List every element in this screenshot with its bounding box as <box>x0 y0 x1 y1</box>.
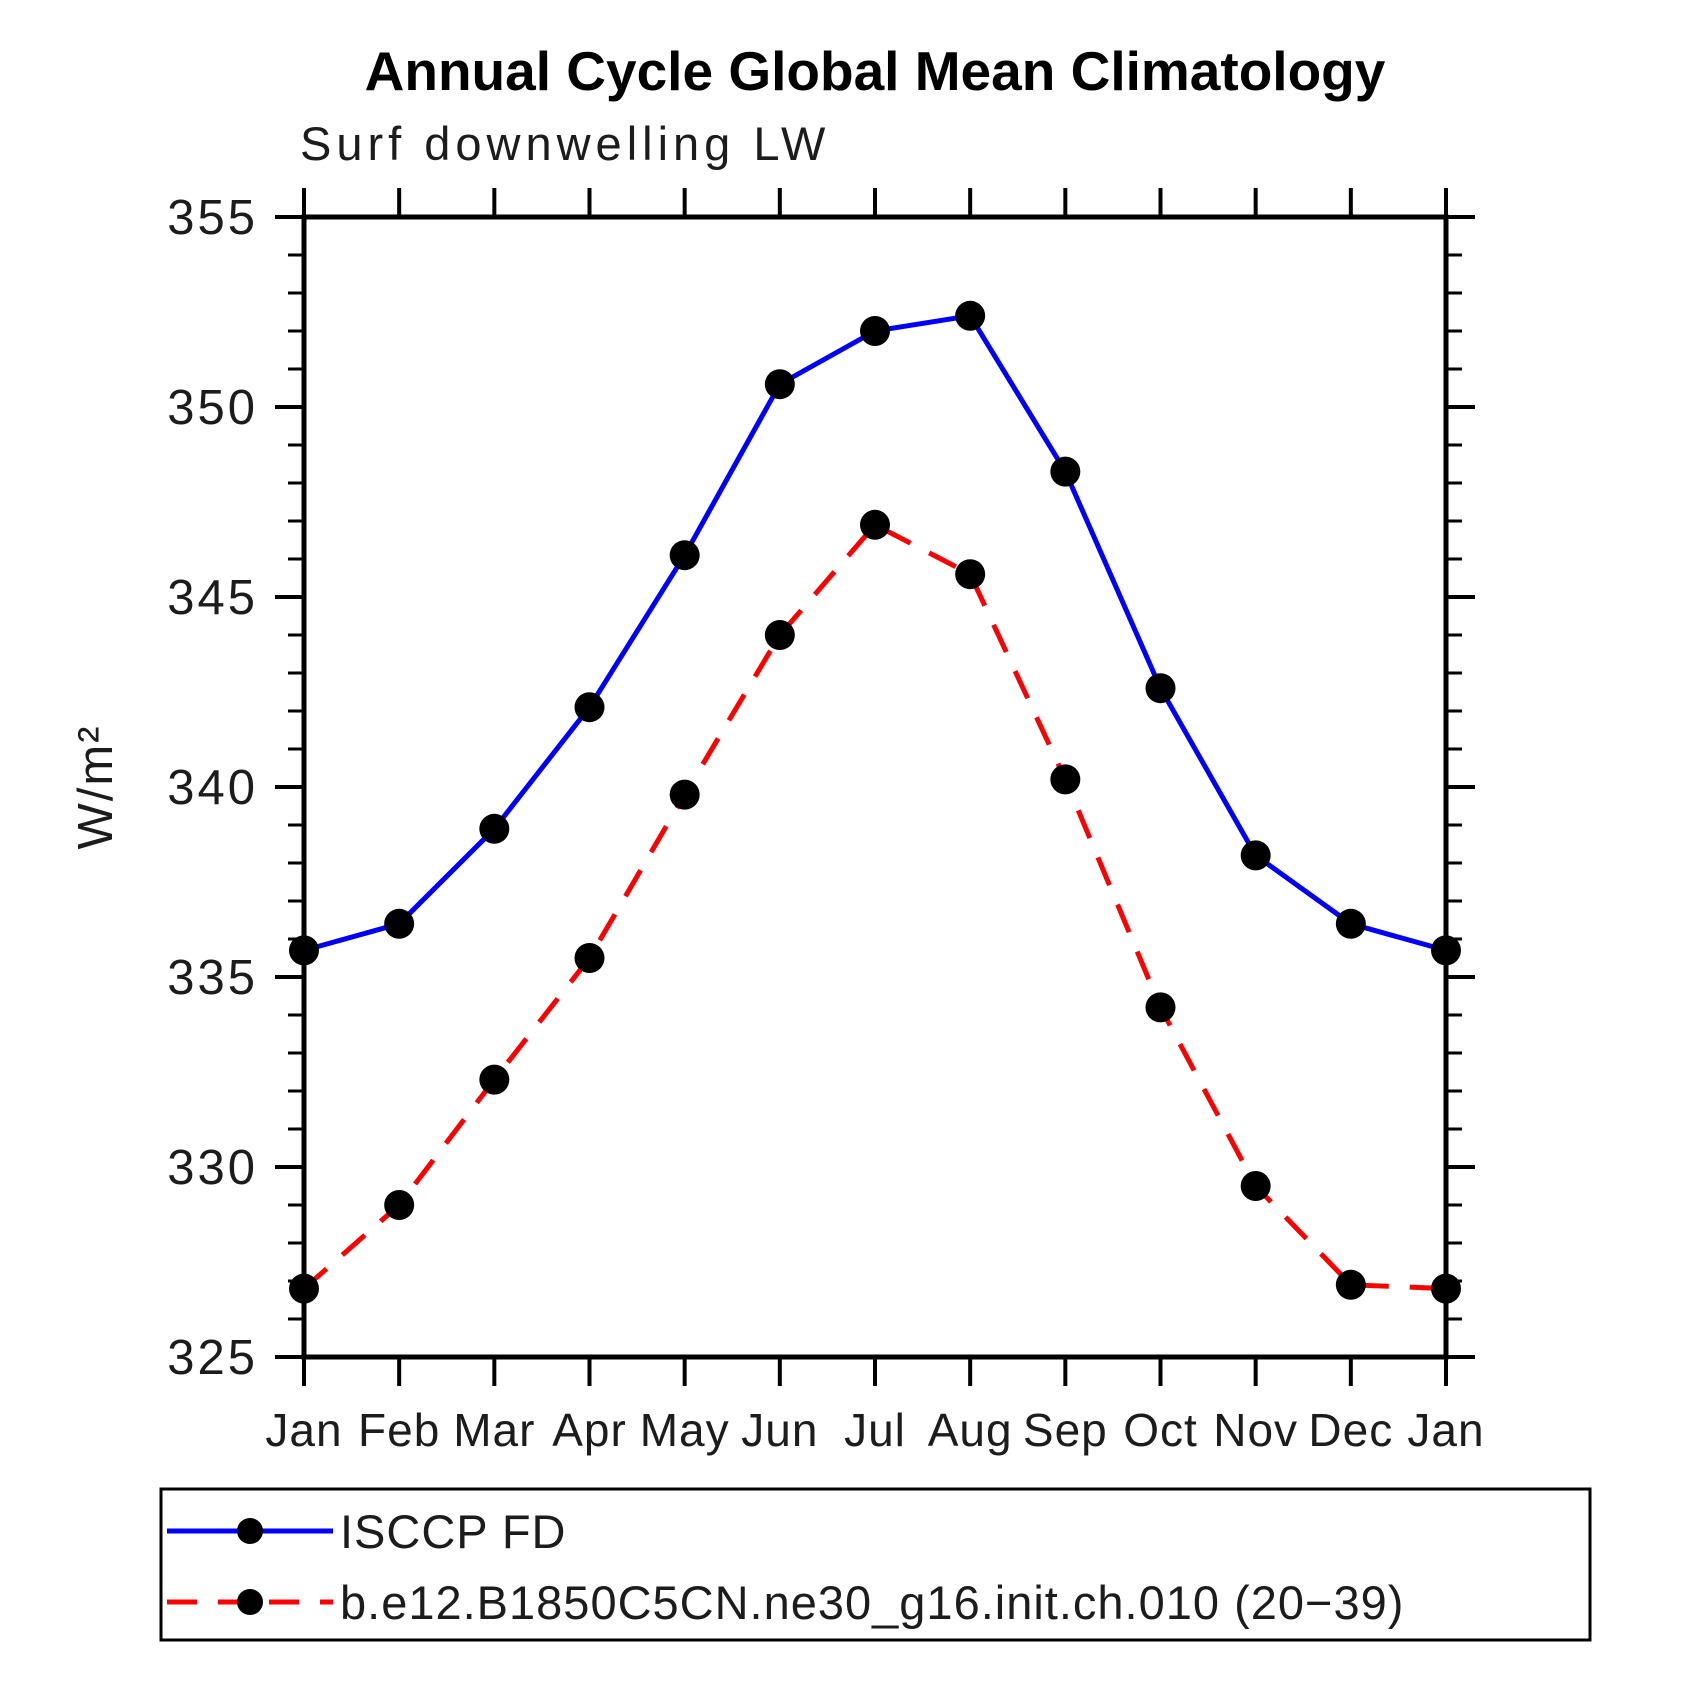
data-point-series-0 <box>669 540 700 571</box>
data-point-series-1 <box>1050 764 1081 795</box>
x-tick-label: Feb <box>358 1404 440 1456</box>
x-tick-label: Oct <box>1123 1404 1198 1456</box>
data-point-series-1 <box>384 1190 415 1220</box>
y-tick-label: 345 <box>167 571 258 625</box>
chart-title: Annual Cycle Global Mean Climatology <box>365 40 1386 102</box>
data-point-series-0 <box>384 908 415 939</box>
data-series <box>289 300 1461 1304</box>
y-tick-label: 350 <box>167 381 258 435</box>
x-tick-label: Jan <box>1407 1404 1484 1456</box>
legend-box <box>159 1487 1592 1642</box>
data-point-series-0 <box>1050 456 1081 487</box>
data-point-series-0 <box>1335 908 1366 939</box>
legend-marker-dot <box>237 1518 263 1544</box>
x-tick-label: Jul <box>844 1404 906 1456</box>
data-point-series-1 <box>574 943 605 973</box>
data-point-series-0 <box>1240 840 1271 871</box>
x-tick-label: Apr <box>552 1404 627 1456</box>
legend-entry-isccp: ISCCP FD <box>167 1505 567 1558</box>
data-point-series-1 <box>955 559 986 590</box>
data-point-series-1 <box>1240 1171 1271 1201</box>
x-tick-label: Dec <box>1308 1404 1393 1456</box>
x-tick-label: Nov <box>1213 1404 1298 1456</box>
data-point-series-0 <box>764 369 795 400</box>
chart-subtitle: Surf downwelling LW <box>300 117 830 170</box>
data-point-series-0 <box>574 692 605 723</box>
legend-marker-dot <box>237 1589 263 1615</box>
data-point-series-1 <box>479 1064 510 1095</box>
data-point-series-1 <box>289 1273 319 1304</box>
data-point-series-0 <box>955 300 986 331</box>
y-tick-label: 355 <box>167 191 258 245</box>
axis-ticks <box>275 188 1475 1386</box>
data-point-series-1 <box>860 509 890 540</box>
x-axis-tick-labels: Jan Feb Mar Apr May Jun Jul Aug Sep Oct Nov Dec Jan <box>265 1404 1484 1456</box>
legend: ISCCP FD b.e12.B1850C5CN.ne30_g16.init.c… <box>159 1487 1592 1642</box>
data-point-series-1 <box>1431 1273 1461 1304</box>
data-point-series-1 <box>764 620 795 650</box>
x-tick-label: Jan <box>265 1404 342 1456</box>
data-point-series-0 <box>860 316 890 346</box>
x-tick-label: Sep <box>1023 1404 1108 1456</box>
data-point-series-0 <box>289 935 319 966</box>
y-tick-label: 335 <box>167 951 258 1005</box>
y-tick-label: 330 <box>167 1141 258 1195</box>
x-tick-label: Jun <box>741 1404 818 1456</box>
y-axis-label: W/m² <box>69 725 123 850</box>
data-point-series-0 <box>1431 935 1461 966</box>
data-point-series-0 <box>479 813 510 844</box>
data-point-series-0 <box>1145 673 1176 704</box>
data-point-series-1 <box>1335 1269 1366 1300</box>
x-tick-label: Aug <box>928 1404 1013 1456</box>
x-tick-label: May <box>640 1404 730 1456</box>
legend-label-isccp: ISCCP FD <box>340 1505 567 1558</box>
y-tick-label: 325 <box>167 1331 258 1385</box>
x-tick-label: Mar <box>453 1404 535 1456</box>
y-tick-label: 340 <box>167 761 258 815</box>
data-point-series-1 <box>1145 992 1176 1023</box>
legend-label-model: b.e12.B1850C5CN.ne30_g16.init.ch.010 (20… <box>340 1576 1404 1629</box>
y-axis-tick-labels: 355 350 345 340 335 330 325 <box>167 191 258 1385</box>
legend-entry-model: b.e12.B1850C5CN.ne30_g16.init.ch.010 (20… <box>167 1576 1404 1629</box>
data-point-series-1 <box>669 779 700 810</box>
